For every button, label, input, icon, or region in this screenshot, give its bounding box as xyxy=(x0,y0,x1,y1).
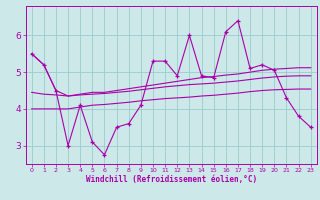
X-axis label: Windchill (Refroidissement éolien,°C): Windchill (Refroidissement éolien,°C) xyxy=(86,175,257,184)
